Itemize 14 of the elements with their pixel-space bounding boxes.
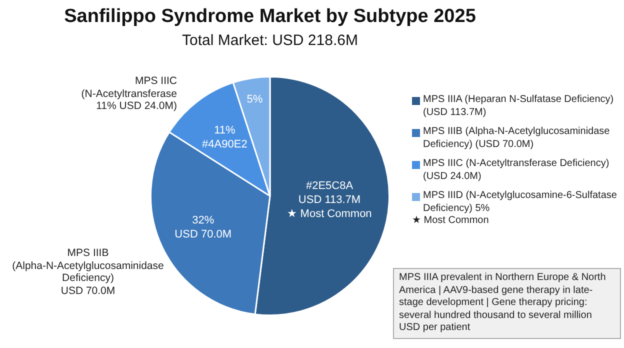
text: MPS IIIC (N-Acetyltransferase 11% USD 24.0M) [81,75,177,112]
legend-label: MPS IIIA (Heparan N-Sulfatase Deficiency) (USD 113.7M) [423,94,614,118]
text: MPS IIIA prevalent in Northern Europe & North America | AAV9-based gene therapy in late-stage development | Gene therapy pricing: several hundred thousand to several million USD per patient [393,268,621,338]
text: ★ Most Common [412,215,490,228]
data-label: 11% #4A90E2 [202,124,248,151]
data-label: 5% [246,93,263,106]
legend-label: MPS IIIB (Alpha-N-Acetylglucosaminidase Deficiency) (USD 70.0M) [423,126,610,150]
text: MPS IIIB (Alpha-N-Acetylglucosaminidase Deficiency) USD 70.0M [11,247,165,297]
chart-title: Sanfilippo Syndrome Market by Subtype 2025 [63,6,477,28]
data-label: #2E5C8A USD 113.7M ★ Most Common [287,180,372,220]
data-label: 32% USD 70.0M [174,214,232,241]
legend-label: MPS IIIC (N-Acetyltransferase Deficiency) (USD 24.0M) [423,158,610,182]
legend-label: MPS IIID (N-Acetylglucosamine-6-Sulfatase Deficiency) 5% [423,190,617,214]
chart-subtitle: Total Market: USD 218.6M [181,32,359,49]
